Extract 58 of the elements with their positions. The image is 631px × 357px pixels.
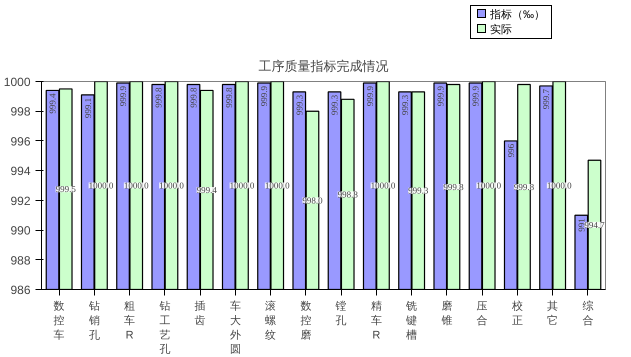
data-label: 1000.0 bbox=[546, 180, 572, 190]
data-label: 1000.0 bbox=[159, 180, 184, 190]
data-label: 999.8 bbox=[443, 182, 464, 192]
data-label: 999.9 bbox=[118, 85, 128, 106]
data-label: 1000.0 bbox=[230, 180, 255, 190]
data-label: 999.1 bbox=[82, 98, 93, 118]
y-tick-label: 994 bbox=[10, 164, 31, 178]
x-tick-label: 精车R bbox=[370, 300, 382, 342]
x-tick-label: 数控车 bbox=[54, 300, 65, 342]
x-tick-label: 其它 bbox=[547, 300, 558, 327]
data-label: 999.8 bbox=[224, 86, 234, 108]
x-tick-label: 钻销孔 bbox=[88, 300, 100, 342]
legend-label: 指标（‰） bbox=[489, 8, 545, 22]
y-tick-label: 998 bbox=[10, 104, 31, 119]
data-label: 999.9 bbox=[435, 85, 446, 106]
data-label: 999.4 bbox=[48, 92, 58, 114]
data-label: 999.9 bbox=[259, 85, 270, 106]
x-tick-label: 钻工艺孔 bbox=[158, 300, 170, 356]
x-tick-label: 铣键槽 bbox=[405, 300, 418, 342]
data-label: 998.0 bbox=[302, 195, 324, 206]
data-label: 1000.0 bbox=[124, 180, 150, 190]
y-tick-label: 996 bbox=[10, 134, 31, 148]
data-label: 1000.0 bbox=[476, 180, 502, 190]
data-label: 999.8 bbox=[188, 86, 199, 108]
data-label: 996 bbox=[506, 143, 516, 158]
y-tick-label: 986 bbox=[10, 283, 31, 297]
data-label: 1000.0 bbox=[88, 180, 114, 190]
data-label: 999.7 bbox=[541, 88, 552, 110]
x-tick-label: 车大外圆 bbox=[230, 300, 241, 356]
y-tick-label: 992 bbox=[10, 194, 31, 208]
x-tick-label: 校正 bbox=[510, 300, 523, 327]
data-label: 999.3 bbox=[330, 94, 340, 116]
x-tick-label: 数控磨 bbox=[300, 300, 312, 342]
data-label: 999.3 bbox=[400, 94, 410, 116]
y-tick-label: 1000 bbox=[4, 75, 31, 89]
data-label: 999.8 bbox=[514, 182, 535, 192]
data-label: 999.9 bbox=[470, 85, 481, 106]
y-tick-label: 988 bbox=[10, 253, 31, 268]
x-tick-label: 压合 bbox=[476, 300, 488, 327]
x-tick-label: 综合 bbox=[582, 300, 594, 327]
data-label: 999.3 bbox=[294, 94, 304, 116]
x-tick-label: 镗孔 bbox=[334, 300, 347, 327]
data-label: 998.8 bbox=[338, 189, 358, 200]
y-tick-label: 990 bbox=[10, 224, 31, 238]
data-label: 999.4 bbox=[196, 184, 218, 195]
data-label: 994.7 bbox=[584, 220, 606, 230]
x-tick-label: 滚螺纹 bbox=[265, 300, 276, 342]
chart-title: 工序质量指标完成情况 bbox=[258, 58, 388, 74]
data-label: 999.5 bbox=[56, 184, 76, 194]
legend-label: 实际 bbox=[489, 22, 513, 37]
x-tick-label: 粗车R bbox=[124, 300, 136, 342]
data-label: 999.3 bbox=[408, 186, 429, 196]
x-tick-label: 插齿 bbox=[194, 300, 206, 327]
data-label: 999.9 bbox=[364, 85, 375, 106]
data-label: 999.8 bbox=[153, 86, 164, 108]
data-label: 1000.0 bbox=[370, 180, 396, 190]
data-label: 1000.0 bbox=[264, 180, 290, 190]
x-tick-label: 磨锥 bbox=[440, 300, 452, 327]
